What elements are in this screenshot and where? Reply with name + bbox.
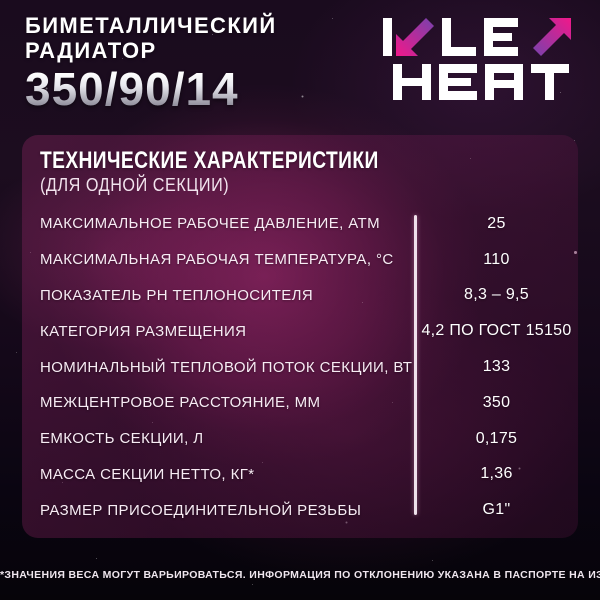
spec-row: КАТЕГОРИЯ РАЗМЕЩЕНИЯ 4,2 ПО ГОСТ 15150 xyxy=(22,313,578,349)
spec-label: МАКСИМАЛЬНАЯ РАБОЧАЯ ТЕМПЕРАТУРА, °С xyxy=(40,251,394,269)
spec-value: 25 xyxy=(487,214,506,232)
spec-label: МЕЖЦЕНТРОВОЕ РАССТОЯНИЕ, ММ xyxy=(40,394,321,412)
spec-label: ЕМКОСТЬ СЕКЦИИ, Л xyxy=(40,430,204,448)
spec-value: 133 xyxy=(482,358,511,376)
card-title: ТЕХНИЧЕСКИЕ ХАРАКТЕРИСТИКИ xyxy=(40,147,379,174)
spec-row: МАКСИМАЛЬНАЯ РАБОЧАЯ ТЕМПЕРАТУРА, °С 110 xyxy=(22,242,578,278)
spec-label: КАТЕГОРИЯ РАЗМЕЩЕНИЯ xyxy=(40,322,247,340)
arrow-down-left-icon xyxy=(396,18,434,56)
spec-row: РАЗМЕР ПРИСОЕДИНИТЕЛЬНОЙ РЕЗЬБЫ G1" xyxy=(22,492,578,528)
spec-value: G1" xyxy=(482,501,511,519)
spec-row: МАССА СЕКЦИИ НЕТТО, КГ* 1,36 xyxy=(22,457,578,493)
spec-label: ПОКАЗАТЕЛЬ PH ТЕПЛОНОСИТЕЛЯ xyxy=(40,286,314,304)
spec-value: 0,175 xyxy=(475,429,518,447)
logo-text-heat xyxy=(393,64,569,100)
spec-row: МАКСИМАЛЬНОЕ РАБОЧЕЕ ДАВЛЕНИЕ, АТМ 25 xyxy=(22,206,578,242)
product-title-line1: БИМЕТАЛЛИЧЕСКИЙ xyxy=(25,13,277,38)
spec-label: МАКСИМАЛЬНОЕ РАБОЧЕЕ ДАВЛЕНИЕ, АТМ xyxy=(40,215,380,233)
product-title-line2: РАДИАТОР xyxy=(25,38,157,63)
spec-card: ТЕХНИЧЕСКИЕ ХАРАКТЕРИСТИКИ (ДЛЯ ОДНОЙ СЕ… xyxy=(22,135,578,538)
spec-table: МАКСИМАЛЬНОЕ РАБОЧЕЕ ДАВЛЕНИЕ, АТМ 25 МА… xyxy=(22,206,578,528)
spec-value: 110 xyxy=(483,250,510,268)
product-title-block: БИМЕТАЛЛИЧЕСКИЙ РАДИАТОР 350/90/14 xyxy=(25,13,277,112)
logo-letter-l xyxy=(442,18,476,56)
spec-label: РАЗМЕР ПРИСОЕДИНИТЕЛЬНОЙ РЕЗЬБЫ xyxy=(40,501,362,519)
spec-row: ПОКАЗАТЕЛЬ PH ТЕПЛОНОСИТЕЛЯ 8,3 – 9,5 xyxy=(22,278,578,314)
spec-value: 4,2 ПО ГОСТ 15150 xyxy=(421,322,572,340)
logo-letter-e xyxy=(484,18,518,56)
spec-row: ЕМКОСТЬ СЕКЦИИ, Л 0,175 xyxy=(22,421,578,457)
spec-row: МЕЖЦЕНТРОВОЕ РАССТОЯНИЕ, ММ 350 xyxy=(22,385,578,421)
spec-label: МАССА СЕКЦИИ НЕТТО, КГ* xyxy=(40,465,255,483)
logo-letter-k xyxy=(383,18,434,56)
spec-value: 8,3 – 9,5 xyxy=(464,286,529,304)
product-model: 350/90/14 xyxy=(25,66,277,112)
arrow-up-right-icon xyxy=(533,18,571,56)
spec-label: НОМИНАЛЬНЫЙ ТЕПЛОВОЙ ПОТОК СЕКЦИИ, ВТ xyxy=(40,358,413,376)
spec-value: 350 xyxy=(482,393,511,411)
vertical-divider xyxy=(414,215,417,515)
brand-logo xyxy=(383,18,571,100)
footnote: *ЗНАЧЕНИЯ ВЕСА МОГУТ ВАРЬИРОВАТЬСЯ. ИНФО… xyxy=(0,569,600,581)
spec-value: 1,36 xyxy=(480,465,513,483)
spec-row: НОМИНАЛЬНЫЙ ТЕПЛОВОЙ ПОТОК СЕКЦИИ, ВТ 13… xyxy=(22,349,578,385)
card-subtitle: (ДЛЯ ОДНОЙ СЕКЦИИ) xyxy=(40,175,230,195)
